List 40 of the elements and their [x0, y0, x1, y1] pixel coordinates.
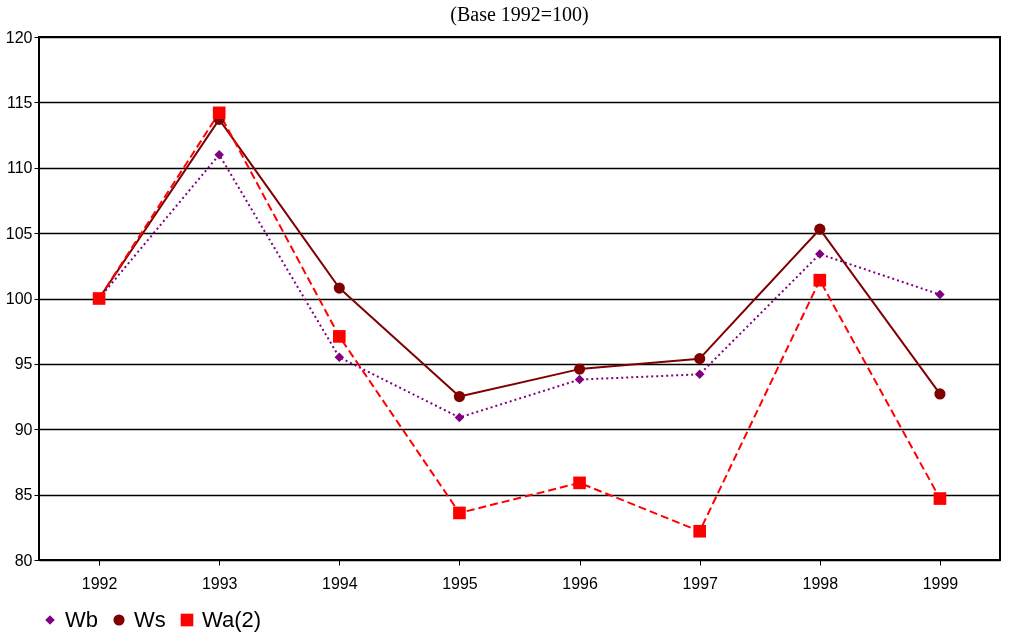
y-tick-label: 120 — [5, 28, 33, 46]
y-tick-label: 95 — [14, 355, 33, 373]
point — [693, 524, 707, 538]
x-tick-label: 1993 — [201, 574, 238, 592]
point — [214, 149, 224, 160]
point — [813, 273, 827, 287]
legend-label: Wb — [65, 607, 98, 632]
chart-title: (Base 1992=100) — [450, 3, 589, 26]
point — [814, 223, 826, 235]
y-tick-label: 110 — [6, 159, 33, 177]
x-tick-label: 1992 — [81, 574, 118, 592]
point — [573, 476, 586, 490]
point — [333, 282, 345, 294]
y-tick-label: 80 — [14, 551, 33, 569]
y-tick-label: 90 — [14, 420, 33, 438]
x-tick-label: 1996 — [562, 574, 598, 592]
x-tick-label: 1999 — [922, 574, 959, 592]
point — [934, 388, 946, 400]
point — [574, 374, 585, 385]
y-tick-label: 105 — [5, 224, 33, 242]
point — [573, 363, 586, 375]
point — [453, 390, 466, 403]
x-tick-label: 1998 — [802, 574, 839, 592]
x-tick-label: 1994 — [322, 574, 358, 592]
y-tick-label: 115 — [6, 93, 33, 111]
point — [933, 492, 947, 505]
legend-label: Wa(2) — [202, 607, 262, 632]
y-tick-label: 100 — [5, 290, 33, 307]
legend-label: Ws — [134, 607, 166, 632]
point — [694, 353, 706, 365]
point — [935, 289, 945, 300]
point — [453, 506, 466, 520]
x-tick-label: 1997 — [682, 574, 719, 592]
point — [454, 412, 465, 423]
point — [212, 106, 226, 120]
y-tick-label: 85 — [14, 486, 33, 504]
point — [334, 352, 345, 363]
point — [332, 330, 346, 343]
point — [694, 369, 705, 380]
x-tick-label: 1995 — [442, 574, 478, 592]
